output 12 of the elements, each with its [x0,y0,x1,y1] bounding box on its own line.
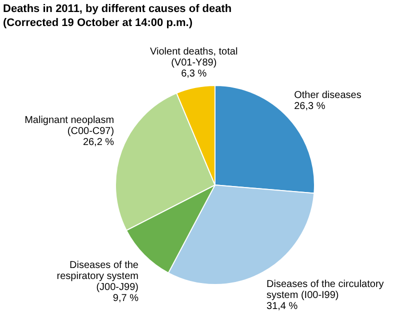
slice-label: Other diseases [294,90,362,101]
data-label: 31,4 % [266,301,298,312]
data-label: 26,3 % [294,100,326,112]
chart-subtitle: (Corrected 19 October at 14:00 p.m.) [3,16,194,30]
slice-label: Malignant neoplasm (C00-C97) [24,114,114,137]
slice-label: Diseases of the circulatory system (I00-I99) [266,279,384,302]
data-label: 26,2 % [82,136,114,148]
slice-label: Violent deaths, total (V01-Y89) [150,46,238,68]
data-label: 6,3 % [181,68,207,80]
data-label: 9,7 % [112,293,139,304]
chart-title: Deaths in 2011, by different causes of death [3,2,232,16]
slice-label: Diseases of the respiratory system (J00-J99) [56,260,139,294]
